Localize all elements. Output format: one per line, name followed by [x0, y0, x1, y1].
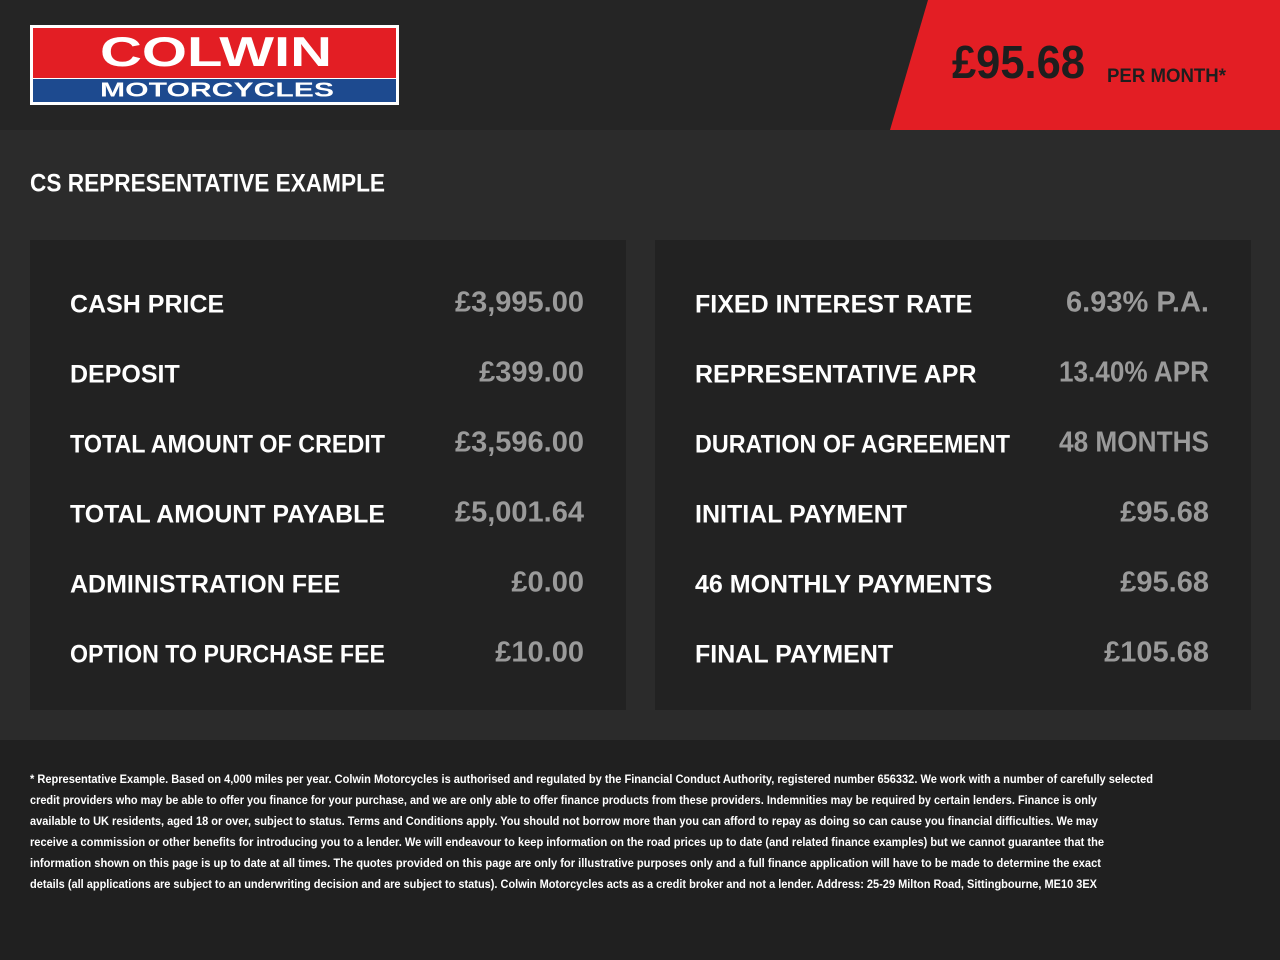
row-label: OPTION TO PURCHASE FEE	[70, 641, 385, 669]
header-price-note: PER MONTH*	[1107, 66, 1227, 87]
left-panel	[30, 240, 626, 710]
row-value: 48 MONTHS	[1059, 427, 1209, 459]
row-value: £399.00	[479, 357, 584, 389]
row-label: TOTAL AMOUNT PAYABLE	[70, 501, 385, 529]
disclaimer-line: receive a commission or other benefits f…	[30, 835, 1104, 849]
price-badge	[890, 0, 1280, 130]
header-price: £95.68	[952, 36, 1085, 88]
row-label: DEPOSIT	[70, 361, 180, 389]
disclaimer-line: credit providers who may be able to offe…	[30, 793, 1097, 807]
disclaimer-line: details (all applications are subject to…	[30, 877, 1097, 891]
row-value: £5,001.64	[455, 497, 584, 529]
row-label: REPRESENTATIVE APR	[695, 361, 977, 389]
logo-bottom: MOTORCYCLES	[100, 79, 334, 101]
right-panel	[655, 240, 1251, 710]
row-value: £105.68	[1104, 637, 1209, 669]
logo-blue	[33, 79, 396, 102]
disclaimer-line: available to UK residents, aged 18 or ov…	[30, 814, 1098, 828]
row-label: DURATION OF AGREEMENT	[695, 431, 1010, 459]
row-value: £3,596.00	[455, 427, 584, 459]
logo-red	[33, 28, 396, 78]
footer	[0, 740, 1280, 960]
row-label: FINAL PAYMENT	[695, 641, 893, 669]
row-label: TOTAL AMOUNT OF CREDIT	[70, 431, 385, 459]
row-value: 13.40% APR	[1059, 357, 1209, 389]
row-value: £10.00	[495, 637, 584, 669]
disclaimer-line: * Representative Example. Based on 4,000…	[30, 772, 1153, 786]
row-value: 6.93% P.A.	[1066, 287, 1209, 319]
disclaimer-line: information shown on this page is up to …	[30, 856, 1101, 870]
row-label: FIXED INTEREST RATE	[695, 291, 972, 319]
logo-top: COLWIN	[100, 28, 332, 75]
row-value: £95.68	[1120, 567, 1209, 599]
row-value: £0.00	[511, 567, 584, 599]
row-value: £95.68	[1120, 497, 1209, 529]
row-label: INITIAL PAYMENT	[695, 501, 907, 529]
section-title: CS REPRESENTATIVE EXAMPLE	[30, 170, 385, 198]
row-label: ADMINISTRATION FEE	[70, 571, 340, 599]
row-label: 46 MONTHLY PAYMENTS	[695, 571, 992, 599]
row-label: CASH PRICE	[70, 291, 224, 319]
row-value: £3,995.00	[455, 287, 584, 319]
